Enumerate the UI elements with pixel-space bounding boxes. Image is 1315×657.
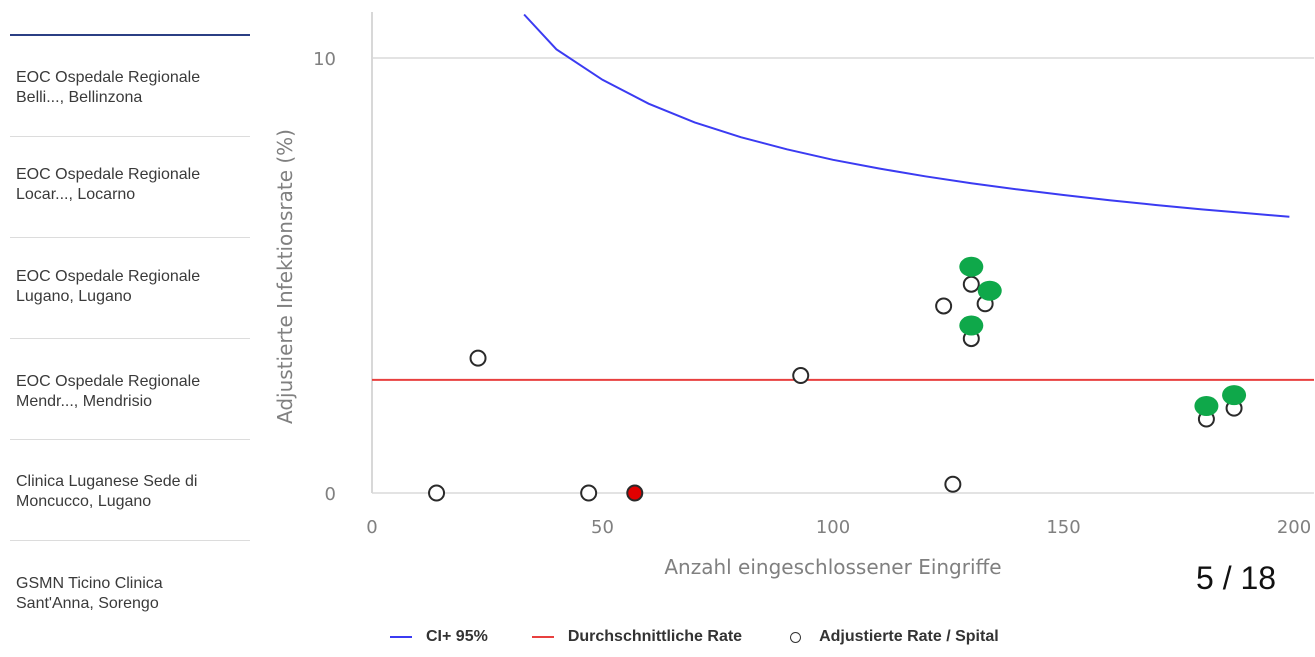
legend-line-icon <box>390 636 412 638</box>
green-marker <box>1222 385 1247 406</box>
hospital-point <box>944 475 962 493</box>
legend-item-average[interactable]: Durchschnittliche Rate <box>531 628 743 646</box>
legend-item-ci[interactable]: CI+ 95% <box>390 628 488 646</box>
legend-label: CI+ 95% <box>426 628 488 645</box>
x-axis-title: Anzahl eingeschlossener Eingriffe <box>664 555 1001 579</box>
page-counter: 5 / 18 <box>1196 560 1277 596</box>
sidebar-item-moncucco[interactable]: Clinica Luganese Sede di Moncucco, Lugan… <box>10 440 250 541</box>
sidebar-item-label: EOC Ospedale Regionale Belli..., Bellinz… <box>16 69 201 106</box>
sidebar-item-sorengo[interactable]: GSMN Ticino Clinica Sant'Anna, Sorengo <box>10 541 250 642</box>
y-axis-title: Adjustierte Infektionsrate (%) <box>273 129 297 424</box>
hospital-point <box>935 297 953 315</box>
x-tick-label: 150 <box>1046 517 1080 538</box>
legend-circle-icon <box>790 631 802 643</box>
sidebar-item-bellinzona[interactable]: EOC Ospedale Regionale Belli..., Bellinz… <box>10 36 250 137</box>
hospital-point <box>792 367 810 385</box>
hospital-point <box>469 349 487 367</box>
sidebar-item-locarno[interactable]: EOC Ospedale Regionale Locar..., Locarno <box>10 137 250 238</box>
hospital-point <box>580 484 598 502</box>
chart-legend: CI+ 95% Durchschnittliche Rate Adjustier… <box>390 626 1043 648</box>
green-marker <box>959 256 984 277</box>
sidebar-item-label: EOC Ospedale Regionale Mendr..., Mendris… <box>16 373 201 410</box>
legend-item-adjusted-rate[interactable]: Adjustierte Rate / Spital <box>786 628 999 646</box>
green-marker <box>959 315 984 336</box>
hospital-point <box>962 275 980 293</box>
legend-line-icon <box>531 636 554 638</box>
sidebar-item-divider <box>10 439 250 440</box>
sidebar-item-divider <box>10 338 250 339</box>
sidebar-item-label: GSMN Ticino Clinica Sant'Anna, Sorengo <box>16 575 163 612</box>
x-tick-label: 100 <box>816 517 850 538</box>
sidebar-item-lugano[interactable]: EOC Ospedale Regionale Lugano, Lugano <box>10 238 250 339</box>
x-tick-label: 200 <box>1277 517 1311 538</box>
sidebar-item-label: EOC Ospedale Regionale Lugano, Lugano <box>16 268 201 305</box>
infection-rate-chart: 0 10 0 50 100 150 200 Anzahl eingeschlossener E… <box>260 0 1315 652</box>
sidebar-divider-top <box>10 34 250 36</box>
sidebar-item-divider <box>10 237 250 238</box>
x-tick-label: 50 <box>591 517 614 538</box>
legend-label: Durchschnittliche Rate <box>567 628 743 645</box>
sidebar-item-divider <box>10 136 250 137</box>
y-tick-label: 0 <box>325 484 336 505</box>
highlighted-point <box>626 484 644 502</box>
sidebar-item-label: EOC Ospedale Regionale Locar..., Locarno <box>16 166 201 203</box>
hospital-point <box>428 484 446 502</box>
sidebar-item-mendrisio[interactable]: EOC Ospedale Regionale Mendr..., Mendris… <box>10 339 250 440</box>
x-tick-label: 0 <box>366 517 377 538</box>
ci-95-line <box>523 13 1290 218</box>
green-marker <box>977 280 1002 301</box>
sidebar-item-label: Clinica Luganese Sede di Moncucco, Lugan… <box>16 473 198 510</box>
green-marker <box>1194 396 1219 416</box>
legend-label: Adjustierte Rate / Spital <box>819 628 999 645</box>
y-tick-label: 10 <box>313 49 336 70</box>
hospital-sidebar: EOC Ospedale Regionale Belli..., Bellinz… <box>0 0 250 652</box>
sidebar-item-divider <box>10 540 250 541</box>
